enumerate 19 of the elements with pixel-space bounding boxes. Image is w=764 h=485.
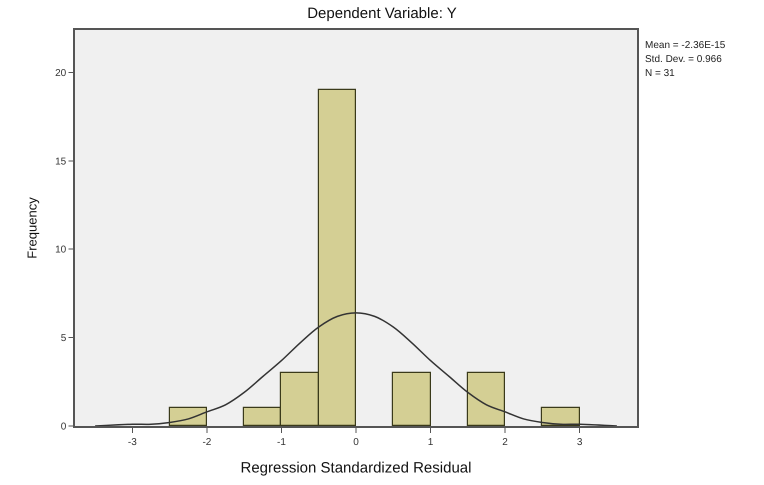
x-tick-label: 1	[428, 436, 434, 448]
x-tick-label: -1	[277, 436, 286, 448]
line-series	[94, 312, 618, 426]
x-tick-label: -3	[128, 436, 138, 448]
y-axis-title: Frequency	[24, 196, 40, 259]
x-tick-label: 3	[576, 436, 583, 448]
text: N = 31	[645, 68, 676, 79]
text: Mean = -2.36E-15	[645, 40, 726, 51]
x-tick-label: 2	[502, 436, 508, 448]
y-tick-label: 5	[60, 333, 67, 344]
y-tick-label: 15	[55, 156, 67, 168]
y-tick-label: 10	[55, 244, 67, 256]
text: Std. Dev. = 0.966	[645, 54, 722, 65]
y-tick-label: 0	[60, 422, 67, 432]
x-tick-label: 0	[353, 436, 360, 448]
chart-title: Dependent Variable: Y	[307, 4, 457, 22]
x-tick-label: -2	[202, 436, 212, 448]
x-axis-title: Regression Standardized Residual	[240, 459, 472, 476]
y-tick-label: 20	[55, 68, 67, 79]
